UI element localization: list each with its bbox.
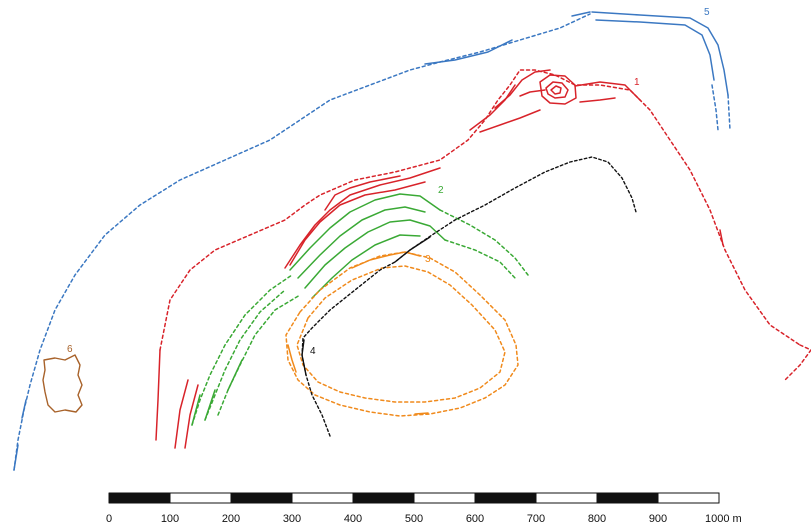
- scale-label-1000: 1000 m: [705, 513, 742, 525]
- scale-label-400: 400: [344, 513, 362, 525]
- feature-6-brown-enclosure: [42, 354, 83, 413]
- scale-label-900: 900: [649, 513, 667, 525]
- scale-segment-3: [291, 492, 354, 504]
- scale-label-200: 200: [222, 513, 240, 525]
- feature-label-4: 4: [310, 346, 316, 357]
- feature-label-1: 1: [634, 77, 640, 88]
- scale-segment-1: [169, 492, 232, 504]
- feature-5-blue-line: [13, 11, 731, 471]
- feature-label-3: 3: [425, 254, 431, 265]
- feature-1-red-line: [155, 69, 811, 449]
- scale-label-100: 100: [161, 513, 179, 525]
- scale-segment-6: [475, 493, 536, 503]
- scale-label-600: 600: [466, 513, 484, 525]
- scale-label-0: 0: [106, 513, 112, 525]
- feature-3-orange-line: [285, 251, 519, 417]
- scale-bar: 0 100 200 300 400 500 600 700 800 900 10…: [106, 492, 742, 525]
- feature-2-green-line: [191, 193, 529, 426]
- scale-segment-7: [535, 492, 598, 504]
- scale-segment-0: [109, 493, 170, 503]
- scale-segment-4: [353, 493, 414, 503]
- scale-label-800: 800: [588, 513, 606, 525]
- scale-label-300: 300: [283, 513, 301, 525]
- feature-label-6: 6: [67, 344, 73, 355]
- feature-label-5: 5: [704, 7, 710, 18]
- feature-4-black-line: [301, 156, 637, 437]
- scale-segment-2: [231, 493, 292, 503]
- scale-label-500: 500: [405, 513, 423, 525]
- scale-label-700: 700: [527, 513, 545, 525]
- feature-label-2: 2: [438, 185, 444, 196]
- scale-segment-8: [597, 493, 658, 503]
- scale-segment-5: [413, 492, 476, 504]
- scale-segment-9: [657, 492, 720, 504]
